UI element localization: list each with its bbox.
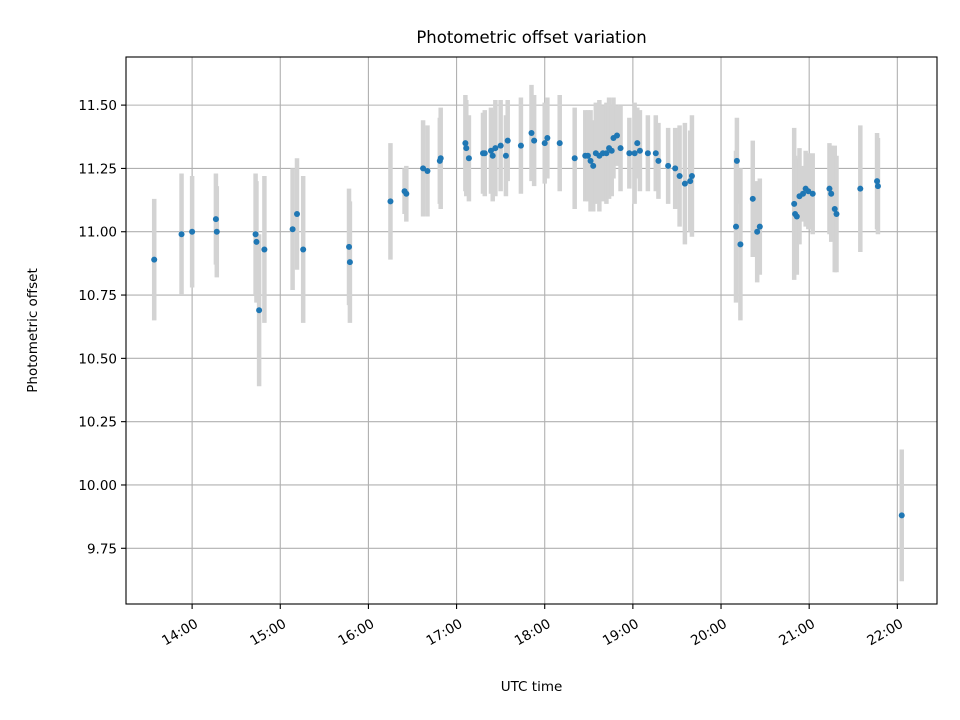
data-point — [463, 145, 470, 152]
data-point — [420, 165, 427, 172]
data-point — [528, 129, 535, 136]
data-point — [828, 190, 835, 197]
data-point — [634, 140, 641, 147]
data-point — [346, 259, 353, 266]
data-point — [489, 152, 496, 159]
data-point — [213, 228, 220, 235]
data-point — [481, 150, 488, 157]
y-tick-label: 9.75 — [87, 541, 117, 557]
y-axis-label: Photometric offset — [25, 268, 41, 392]
data-point — [556, 140, 563, 147]
data-point — [189, 228, 196, 235]
data-point — [253, 238, 260, 245]
data-point — [681, 180, 688, 187]
data-point — [793, 213, 800, 220]
data-point — [487, 147, 494, 154]
data-point — [800, 190, 807, 197]
data-point — [571, 155, 578, 162]
data-point — [652, 150, 659, 157]
data-point — [437, 155, 444, 162]
data-point — [833, 211, 840, 218]
data-point — [252, 231, 259, 238]
point-layer — [151, 129, 905, 519]
data-point — [809, 190, 816, 197]
data-point — [614, 132, 621, 139]
data-point — [424, 167, 431, 174]
data-point — [626, 150, 633, 157]
data-point — [826, 185, 833, 192]
data-point — [749, 195, 756, 202]
data-point — [737, 241, 744, 248]
data-point — [502, 152, 509, 159]
data-point — [178, 231, 185, 238]
data-point — [492, 145, 499, 152]
data-point — [631, 150, 638, 157]
data-point — [465, 155, 472, 162]
data-point — [462, 140, 469, 147]
data-point — [531, 137, 538, 144]
data-point — [387, 198, 394, 205]
data-point — [541, 140, 548, 147]
y-tick-label: 11.25 — [78, 161, 117, 177]
data-point — [831, 205, 838, 212]
data-point — [403, 190, 410, 197]
y-tick-label: 10.50 — [78, 351, 117, 367]
data-point — [791, 200, 798, 207]
data-point — [261, 246, 268, 253]
data-point — [754, 228, 761, 235]
y-axis-ticks: 9.75 10.00 10.25 10.50 10.75 11.00 11.25 11.50 — [78, 98, 126, 557]
data-point — [294, 211, 301, 218]
y-tick-label: 10.25 — [78, 415, 117, 431]
data-point — [346, 243, 353, 250]
data-point — [617, 145, 624, 152]
data-point — [590, 162, 597, 169]
data-point — [644, 150, 651, 157]
data-point — [665, 162, 672, 169]
data-point — [544, 135, 551, 142]
x-axis-label: UTC time — [501, 679, 563, 695]
data-point — [289, 226, 296, 233]
data-point — [256, 307, 263, 314]
data-point — [874, 178, 881, 185]
data-point — [587, 157, 594, 164]
data-point — [517, 142, 524, 149]
data-point — [608, 147, 615, 154]
data-point — [504, 137, 511, 144]
data-point — [300, 246, 307, 253]
chart-title: Photometric offset variation — [416, 28, 646, 47]
y-tick-label: 10.75 — [78, 288, 117, 304]
data-point — [212, 216, 219, 223]
plot-frame — [125, 56, 938, 605]
data-point — [874, 183, 881, 190]
data-point — [497, 142, 504, 149]
data-point — [151, 256, 158, 263]
data-point — [603, 150, 610, 157]
y-tick-label: 11.00 — [78, 225, 117, 241]
data-point — [805, 188, 812, 195]
data-point — [733, 223, 740, 230]
data-point — [676, 173, 683, 180]
data-point — [636, 147, 643, 154]
data-point — [584, 152, 591, 159]
data-point — [687, 178, 694, 185]
data-point — [672, 165, 679, 172]
data-point — [898, 512, 905, 519]
data-point — [756, 223, 763, 230]
data-point — [655, 157, 662, 164]
data-point — [857, 185, 864, 192]
data-point — [733, 157, 740, 164]
data-point — [688, 173, 695, 180]
y-tick-label: 10.00 — [78, 478, 117, 494]
y-tick-label: 11.50 — [78, 98, 117, 114]
